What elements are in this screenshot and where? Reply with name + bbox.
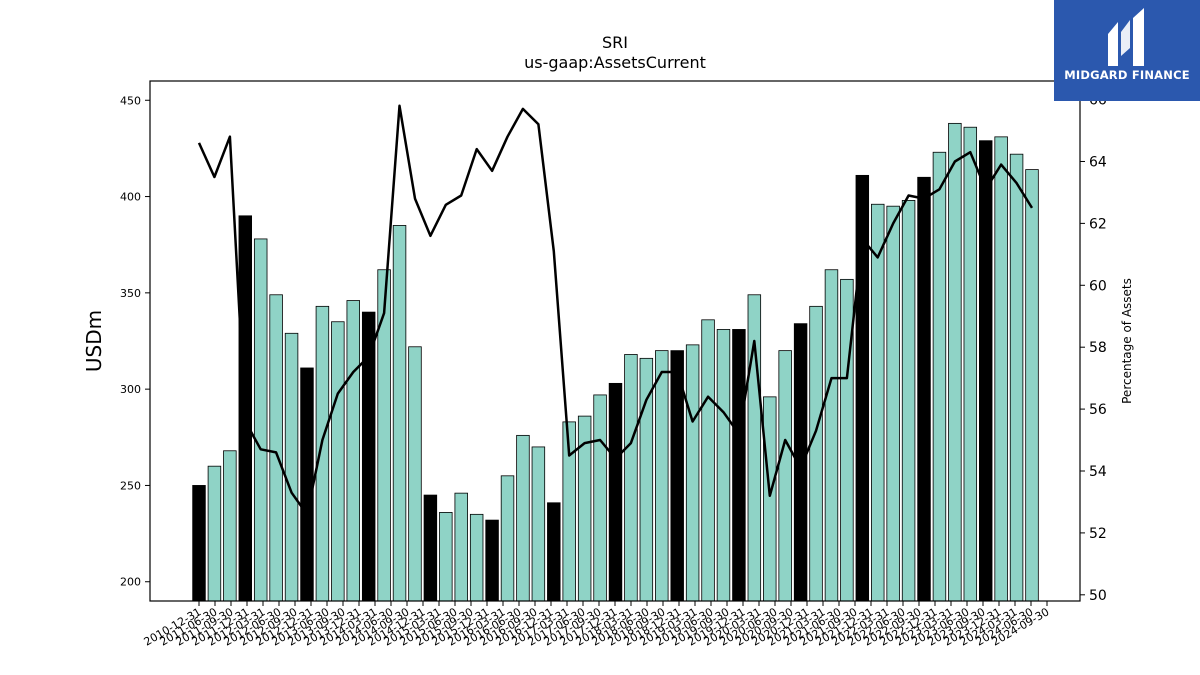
bar bbox=[331, 321, 345, 602]
bar bbox=[284, 332, 299, 602]
chart-subtitle: us-gaap:AssetsCurrent bbox=[524, 53, 706, 72]
bar bbox=[639, 357, 654, 602]
y2-tick-label: 58 bbox=[1089, 340, 1107, 356]
bar bbox=[809, 305, 823, 602]
x-axis: 2010-12-312011-06-302011-09-302011-12-31… bbox=[142, 601, 1052, 649]
bar bbox=[1025, 169, 1039, 602]
bar bbox=[377, 269, 391, 602]
bar bbox=[516, 434, 530, 602]
bar bbox=[531, 446, 546, 602]
y-axis-right: 505254565860626466 bbox=[1080, 93, 1107, 604]
bar bbox=[963, 126, 978, 602]
bar bbox=[608, 382, 623, 602]
bar bbox=[392, 225, 407, 602]
y-tick-label: 300 bbox=[120, 383, 141, 396]
bar bbox=[439, 512, 453, 602]
bar bbox=[932, 151, 947, 602]
midgard-finance-logo: MIDGARD FINANCE bbox=[1054, 0, 1200, 101]
bar bbox=[994, 136, 1008, 602]
y-tick-label: 450 bbox=[120, 94, 141, 107]
bar bbox=[917, 176, 931, 602]
bar bbox=[192, 485, 206, 602]
bar bbox=[469, 513, 484, 602]
bar bbox=[223, 450, 237, 602]
bar bbox=[1009, 153, 1024, 602]
bar bbox=[886, 205, 900, 602]
bar bbox=[593, 394, 607, 602]
bar bbox=[300, 367, 314, 602]
y-tick-label: 200 bbox=[120, 576, 141, 589]
bar bbox=[207, 465, 222, 602]
bar bbox=[423, 494, 438, 602]
bar bbox=[408, 346, 422, 602]
y-axis-label: USDm bbox=[82, 310, 106, 372]
bar bbox=[253, 238, 268, 602]
y2-tick-label: 64 bbox=[1089, 154, 1107, 170]
line-series bbox=[197, 104, 1034, 516]
y-tick-label: 400 bbox=[120, 191, 141, 204]
bar bbox=[901, 200, 916, 602]
bar bbox=[315, 305, 330, 602]
y-tick-label: 350 bbox=[120, 287, 141, 300]
y2-tick-label: 54 bbox=[1089, 464, 1107, 480]
bar bbox=[716, 329, 731, 602]
bar bbox=[732, 329, 746, 602]
y2-tick-label: 52 bbox=[1089, 526, 1107, 542]
bar bbox=[485, 519, 499, 602]
bar bbox=[685, 344, 700, 602]
logo-mark-icon bbox=[1108, 8, 1144, 66]
bar bbox=[763, 396, 777, 602]
y-tick-label: 250 bbox=[120, 479, 141, 492]
y2-tick-label: 50 bbox=[1089, 588, 1107, 604]
y-axis-left: 200 250 300 350 400 450 bbox=[120, 94, 150, 589]
bar bbox=[824, 269, 839, 602]
bar bbox=[871, 203, 885, 602]
y2-tick-label: 60 bbox=[1089, 278, 1107, 294]
bar bbox=[547, 502, 561, 602]
chart-title: SRI bbox=[602, 33, 628, 52]
bar bbox=[454, 492, 468, 602]
bar bbox=[701, 319, 715, 602]
bar bbox=[269, 294, 283, 602]
bar bbox=[778, 350, 792, 602]
y2-axis-label: Percentage of Assets bbox=[1120, 278, 1134, 404]
bar bbox=[948, 122, 962, 602]
line-path bbox=[197, 104, 1034, 516]
bar bbox=[346, 300, 360, 602]
bar bbox=[624, 354, 638, 602]
bar bbox=[978, 140, 993, 602]
logo-text: MIDGARD FINANCE bbox=[1064, 68, 1190, 82]
y2-tick-label: 56 bbox=[1089, 402, 1107, 418]
bar bbox=[655, 350, 669, 602]
y2-tick-label: 62 bbox=[1089, 216, 1107, 232]
bar bbox=[500, 475, 515, 602]
